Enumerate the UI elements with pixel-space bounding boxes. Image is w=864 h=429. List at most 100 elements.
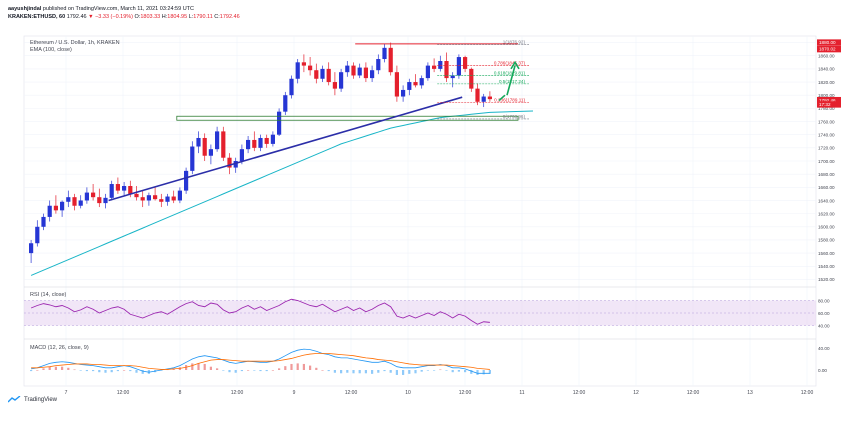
macd-histogram-bar — [327, 370, 330, 372]
candle-body — [264, 137, 269, 144]
close-label: C: — [214, 14, 220, 20]
x-tick-label: 9 — [293, 390, 296, 396]
chart-frame — [23, 35, 817, 387]
macd-histogram-bar — [253, 370, 256, 371]
macd-tick-label: 0.00 — [818, 368, 827, 373]
macd-histogram-bar — [73, 369, 76, 371]
candle-body — [47, 205, 52, 217]
candle-body — [413, 82, 418, 86]
macd-histogram-bar — [333, 370, 336, 373]
macd-histogram-bar — [135, 370, 138, 373]
candle-body — [208, 149, 213, 156]
ema-legend[interactable]: EMA (100, close) — [30, 47, 72, 53]
macd-line — [31, 348, 490, 374]
macd-histogram-bar — [321, 370, 324, 371]
candle-body — [115, 184, 120, 191]
candle-body — [215, 131, 220, 150]
arrow-down-stroke — [498, 94, 506, 102]
candle-body — [270, 134, 275, 144]
x-tick-label: 12:00 — [231, 390, 244, 396]
signal-line — [31, 353, 490, 370]
x-tick-label: 8 — [179, 390, 182, 396]
macd-histogram-bar — [315, 367, 318, 370]
macd-histogram-bar — [358, 370, 361, 374]
candle-body — [339, 72, 344, 89]
candle-body — [295, 62, 300, 79]
price-badge-label: 1792.46 — [819, 98, 836, 103]
y-tick-label: 1560.00 — [818, 251, 835, 256]
y-tick-label: 1740.00 — [818, 132, 835, 137]
chart-title: Ethereum / U.S. Dollar, 1h, KRAKEN — [30, 40, 120, 46]
candle-body — [146, 195, 151, 201]
macd-histogram-bar — [98, 370, 101, 373]
high-value: 1804.95 — [167, 14, 188, 20]
macd-histogram-bar — [259, 370, 262, 372]
fib-level-label: 0.5(1817.24) — [499, 79, 526, 84]
macd-histogram-bar — [123, 370, 126, 371]
price-badge-label: 1870.02 — [819, 47, 836, 52]
candle-body — [35, 226, 40, 244]
macd-histogram-bar — [234, 370, 237, 373]
y-tick-label: 1700.00 — [818, 159, 835, 164]
candle-body — [190, 146, 195, 171]
macd-histogram-bar — [377, 370, 380, 373]
candle-body — [239, 149, 244, 161]
candle-body — [450, 75, 455, 79]
candle-body — [246, 139, 251, 150]
candle-body — [289, 78, 294, 96]
rsi-tick-label: 40.00 — [818, 323, 830, 328]
candle-body — [97, 197, 102, 204]
macd-histogram-bar — [445, 370, 448, 371]
symbol-line: KRAKEN:ETHUSD, 60 — [8, 14, 66, 20]
candle-body — [227, 157, 232, 168]
candle-body — [407, 82, 412, 90]
x-tick-label: 11 — [519, 390, 524, 396]
y-tick-label: 1660.00 — [818, 185, 835, 190]
publish-text: published on TradingView.com, March 11, … — [42, 6, 194, 12]
candle-body — [91, 192, 96, 198]
fib-level-label: 0.786(1845.37) — [494, 60, 526, 65]
author-name[interactable]: aayushjindal — [8, 6, 42, 12]
y-tick-label: 1840.00 — [818, 67, 835, 72]
macd-histogram-bar — [420, 370, 423, 372]
rsi-legend[interactable]: RSI (14, close) — [30, 292, 67, 298]
macd-histogram-bar — [340, 370, 343, 374]
x-tick-label: 7 — [65, 390, 68, 396]
macd-histogram-bar — [389, 370, 392, 373]
low-value: 1790.11 — [193, 14, 213, 20]
macd-histogram-bar — [191, 363, 194, 370]
tradingview-logo[interactable]: TradingView — [8, 396, 57, 403]
candle-body — [432, 65, 437, 69]
candle-body — [345, 65, 350, 73]
candle-body — [487, 96, 492, 100]
candle-body — [109, 184, 114, 198]
candle-body — [351, 65, 356, 76]
macd-histogram-bar — [36, 370, 39, 371]
x-tick-label: 12 — [633, 390, 639, 396]
open-label: O: — [134, 14, 141, 20]
macd-histogram-bar — [129, 370, 132, 372]
macd-histogram-bar — [433, 370, 436, 371]
macd-histogram-bar — [79, 370, 82, 371]
candle-body — [419, 78, 424, 86]
candle-body — [326, 68, 331, 83]
x-tick-label: 12:00 — [573, 390, 586, 396]
macd-histogram-bar — [284, 366, 287, 370]
price-badge-label: 1880.00 — [819, 40, 836, 45]
price-badge — [817, 45, 841, 53]
macd-histogram-bar — [278, 368, 281, 370]
macd-histogram-bar — [54, 366, 57, 370]
y-tick-label: 1640.00 — [818, 198, 835, 203]
macd-histogram-bar — [296, 363, 299, 370]
candle-body — [401, 89, 406, 97]
macd-legend[interactable]: MACD (12, 26, close, 9) — [30, 345, 89, 351]
macd-histogram-bar — [61, 366, 64, 370]
candle-body — [283, 95, 288, 112]
macd-histogram-bar — [141, 370, 144, 374]
macd-histogram-bar — [48, 366, 51, 370]
overlay-layer: 1(1876.92) 0.786(1845.37) 0.618(1829.81) 0.… — [108, 40, 529, 202]
macd-histogram-bar — [228, 370, 231, 373]
candle-body — [41, 216, 46, 227]
candle-body — [277, 111, 282, 135]
